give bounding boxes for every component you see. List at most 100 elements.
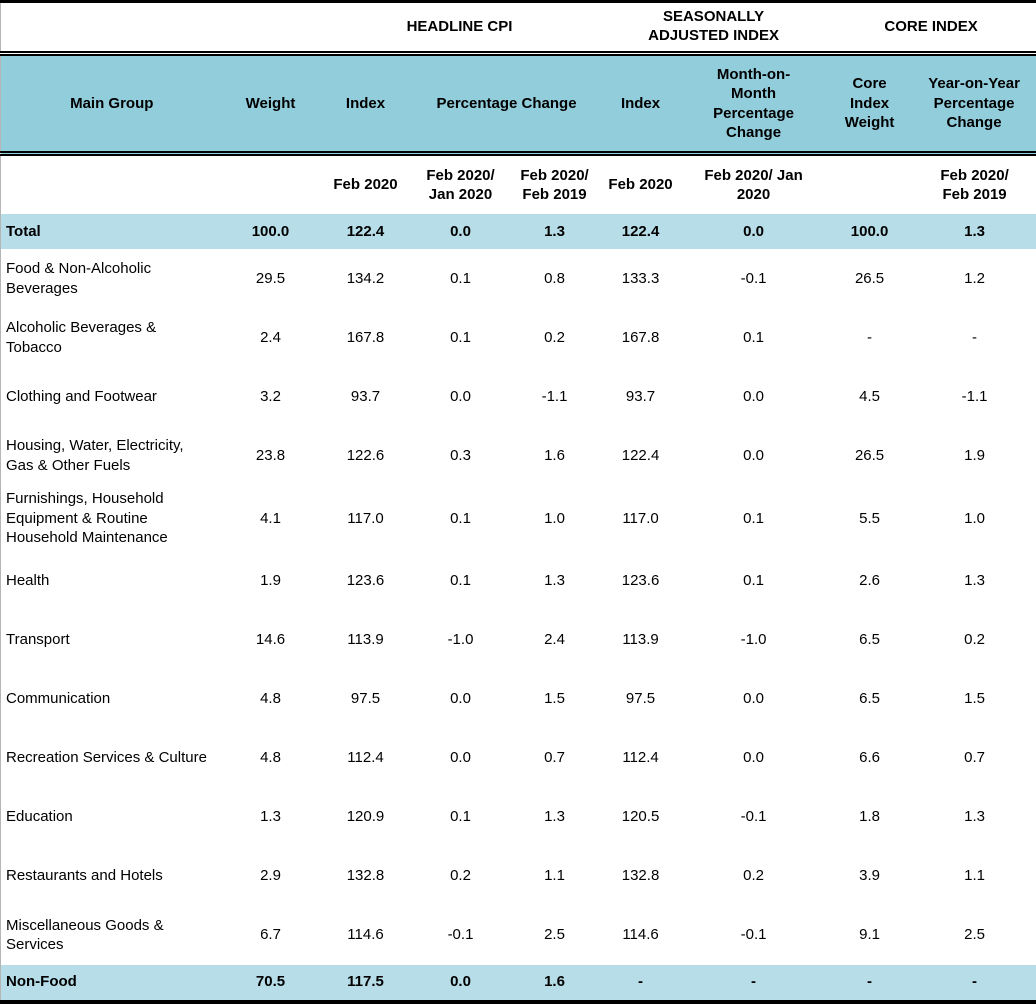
cell-value: 132.8 <box>319 847 413 906</box>
cell-value: 0.1 <box>681 552 827 611</box>
cell-value: 4.8 <box>223 729 319 788</box>
group-header-spacer <box>1 2 319 54</box>
cell-value: 6.7 <box>223 906 319 965</box>
period-header-core-yoy: Feb 2020/ Feb 2019 <box>913 154 1036 215</box>
row-label: Non-Food <box>1 965 223 1002</box>
cell-value: 6.5 <box>827 670 913 729</box>
row-label: Alcoholic Beverages & Tobacco <box>1 308 223 367</box>
cell-value: 114.6 <box>319 906 413 965</box>
table-row: Furnishings, Household Equipment & Routi… <box>1 485 1036 552</box>
cell-value: 0.0 <box>413 965 509 1002</box>
cell-value: 122.4 <box>319 214 413 249</box>
cell-value: 70.5 <box>223 965 319 1002</box>
cell-value: 1.3 <box>509 788 601 847</box>
cell-value: 0.7 <box>509 729 601 788</box>
cell-value: 0.2 <box>681 847 827 906</box>
period-header-spacer <box>827 154 913 215</box>
row-label: Housing, Water, Electricity, Gas & Other… <box>1 426 223 485</box>
column-header-yoy-percentage-change: Year-on-Year Percentage Change <box>913 54 1036 154</box>
cell-value: 134.2 <box>319 249 413 308</box>
cell-value: - <box>827 965 913 1002</box>
cell-value: 2.6 <box>827 552 913 611</box>
cell-value: 0.7 <box>913 729 1036 788</box>
cell-value: 4.5 <box>827 367 913 426</box>
cell-value: 2.4 <box>223 308 319 367</box>
cell-value: 0.0 <box>413 214 509 249</box>
column-header-main-group: Main Group <box>1 54 223 154</box>
cell-value: 0.0 <box>413 367 509 426</box>
cell-value: 2.5 <box>913 906 1036 965</box>
period-header-sa-mom: Feb 2020/ Jan 2020 <box>681 154 827 215</box>
cell-value: 112.4 <box>319 729 413 788</box>
row-label: Health <box>1 552 223 611</box>
cell-value: 117.0 <box>319 485 413 552</box>
cell-value: 120.9 <box>319 788 413 847</box>
cell-value: 0.0 <box>681 367 827 426</box>
cell-value: -1.0 <box>681 611 827 670</box>
column-header-weight: Weight <box>223 54 319 154</box>
cell-value: -1.1 <box>913 367 1036 426</box>
group-header-core-index: CORE INDEX <box>827 2 1036 54</box>
cell-value: 97.5 <box>319 670 413 729</box>
cell-value: 6.6 <box>827 729 913 788</box>
cell-value: 1.9 <box>913 426 1036 485</box>
cell-value: 167.8 <box>319 308 413 367</box>
cell-value: 0.2 <box>413 847 509 906</box>
cell-value: 1.6 <box>509 426 601 485</box>
cell-value: 0.1 <box>413 249 509 308</box>
cell-value: 1.1 <box>913 847 1036 906</box>
cell-value: - <box>913 965 1036 1002</box>
cell-value: 0.0 <box>681 214 827 249</box>
cell-value: 93.7 <box>601 367 681 426</box>
cell-value: 1.5 <box>913 670 1036 729</box>
cell-value: 0.2 <box>913 611 1036 670</box>
row-label: Restaurants and Hotels <box>1 847 223 906</box>
cell-value: 1.9 <box>223 552 319 611</box>
cell-value: 2.9 <box>223 847 319 906</box>
cell-value: 1.3 <box>223 788 319 847</box>
cell-value: -1.1 <box>509 367 601 426</box>
cell-value: 0.0 <box>413 670 509 729</box>
cell-value: 1.3 <box>913 788 1036 847</box>
cell-value: 100.0 <box>827 214 913 249</box>
cell-value: 4.1 <box>223 485 319 552</box>
group-header-row: HEADLINE CPI SEASONALLY ADJUSTED INDEX C… <box>1 2 1036 54</box>
row-label: Miscellaneous Goods & Services <box>1 906 223 965</box>
cell-value: 1.0 <box>913 485 1036 552</box>
cell-value: 6.5 <box>827 611 913 670</box>
cell-value: 23.8 <box>223 426 319 485</box>
cell-value: 93.7 <box>319 367 413 426</box>
period-header-sa-index: Feb 2020 <box>601 154 681 215</box>
cell-value: 133.3 <box>601 249 681 308</box>
cell-value: 0.2 <box>509 308 601 367</box>
cell-value: 120.5 <box>601 788 681 847</box>
cell-value: 117.0 <box>601 485 681 552</box>
cell-value: 114.6 <box>601 906 681 965</box>
cell-value: 29.5 <box>223 249 319 308</box>
column-header-index: Index <box>319 54 413 154</box>
cell-value: 167.8 <box>601 308 681 367</box>
row-label: Recreation Services & Culture <box>1 729 223 788</box>
cell-value: 100.0 <box>223 214 319 249</box>
cell-value: 1.3 <box>509 214 601 249</box>
cell-value: - <box>601 965 681 1002</box>
period-header-spacer <box>223 154 319 215</box>
cell-value: 0.0 <box>681 426 827 485</box>
cell-value: 117.5 <box>319 965 413 1002</box>
cell-value: 26.5 <box>827 426 913 485</box>
cell-value: 26.5 <box>827 249 913 308</box>
cell-value: 1.2 <box>913 249 1036 308</box>
row-label: Transport <box>1 611 223 670</box>
column-header-percentage-change: Percentage Change <box>413 54 601 154</box>
cell-value: -0.1 <box>413 906 509 965</box>
cell-value: -0.1 <box>681 906 827 965</box>
cell-value: 1.3 <box>913 552 1036 611</box>
cell-value: 0.1 <box>413 485 509 552</box>
